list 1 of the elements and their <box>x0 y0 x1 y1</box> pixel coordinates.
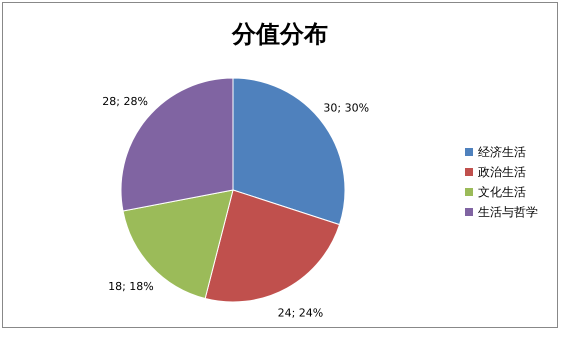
title: 分值分布 <box>232 19 328 48</box>
